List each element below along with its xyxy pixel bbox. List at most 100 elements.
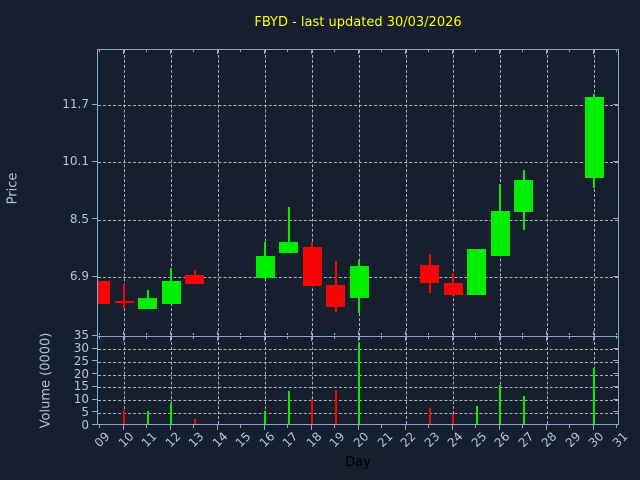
x-gridline — [265, 50, 267, 336]
x-gridline — [312, 337, 314, 424]
candle-body-day-18 — [302, 246, 322, 287]
volume-bar-day-13 — [193, 419, 196, 424]
x-gridline — [171, 337, 173, 424]
candle-body-day-30 — [584, 96, 604, 179]
x-tick — [310, 424, 312, 430]
x-tick — [216, 424, 218, 430]
x-axis-label: Day — [345, 455, 371, 470]
volume-bar-day-19 — [334, 389, 337, 424]
x-tick — [545, 424, 547, 430]
volume-axis-label: Volume (0000) — [38, 332, 54, 429]
volume-tick-label: 10 — [73, 392, 89, 407]
x-tick-label: 17 — [280, 429, 301, 450]
x-tick — [357, 424, 359, 430]
volume-tick-label: 35 — [73, 328, 89, 343]
x-gridline — [218, 50, 220, 336]
candle-body-day-20 — [349, 265, 369, 299]
volume-tick-label: 25 — [73, 353, 89, 368]
volume-bar-day-30 — [593, 368, 596, 424]
volume-bar-day-20 — [358, 342, 361, 424]
volume-gridline — [98, 387, 618, 389]
price-tick-label: 8.5 — [69, 211, 89, 226]
candle-body-day-27 — [514, 179, 534, 213]
candle-body-day-24 — [443, 283, 463, 296]
x-gridline — [500, 337, 502, 424]
x-tick — [498, 424, 500, 430]
volume-bar-day-27 — [522, 396, 525, 424]
volume-tick-label: 15 — [73, 379, 89, 394]
x-gridline — [594, 50, 596, 336]
x-tick-label: 27 — [515, 429, 537, 450]
volume-bar-day-25 — [475, 406, 478, 424]
x-gridline — [265, 337, 267, 424]
x-tick-label: 22 — [397, 429, 419, 450]
x-gridline — [171, 50, 173, 336]
volume-gridline — [98, 400, 618, 402]
volume-gridline — [98, 374, 618, 376]
candle-body-day-25 — [467, 248, 487, 296]
x-gridline — [406, 337, 408, 424]
candle-wick-day-17 — [287, 206, 290, 254]
price-gridline — [98, 105, 618, 107]
candle-body-day-17 — [279, 241, 299, 254]
candle-body-day-23 — [420, 265, 440, 284]
x-tick-label: 13 — [186, 429, 207, 450]
x-tick-label: 26 — [491, 429, 513, 450]
x-tick-label: 14 — [209, 429, 231, 450]
price-tick-label: 6.9 — [69, 269, 89, 283]
price-gridline — [98, 219, 618, 221]
price-tick-label: 11.7 — [62, 97, 89, 112]
candle-body-day-26 — [490, 211, 510, 257]
x-tick — [451, 424, 453, 430]
volume-tick-label: 0 — [81, 417, 89, 432]
volume-bar-day-12 — [170, 402, 173, 424]
volume-bar-day-26 — [499, 384, 502, 424]
x-tick-label: 19 — [327, 429, 348, 450]
candle-body-day-11 — [138, 298, 158, 310]
volume-plot — [97, 336, 619, 425]
x-gridline — [547, 337, 549, 424]
x-tick-label: 20 — [350, 429, 372, 450]
candle-body-day-19 — [326, 285, 346, 307]
x-tick-label: 21 — [374, 429, 395, 450]
x-gridline — [453, 337, 455, 424]
x-tick-label: 10 — [115, 429, 137, 450]
x-tick — [263, 424, 265, 430]
x-tick — [169, 424, 171, 430]
candle-body-day-10 — [114, 301, 134, 303]
volume-bar-day-24 — [452, 414, 455, 424]
x-tick-label: 29 — [562, 429, 584, 450]
x-tick — [404, 424, 406, 430]
x-gridline — [547, 50, 549, 336]
volume-gridline — [98, 349, 618, 351]
volume-tick-label: 30 — [73, 341, 89, 356]
x-tick-label: 25 — [468, 429, 490, 450]
volume-bar-day-16 — [264, 411, 267, 424]
volume-bar-day-10 — [123, 410, 126, 424]
x-tick-label: 12 — [162, 429, 184, 450]
x-gridline — [218, 337, 220, 424]
x-gridline — [124, 50, 126, 336]
volume-bar-day-18 — [311, 398, 314, 424]
x-gridline — [359, 50, 361, 336]
candle-body-day-9 — [98, 280, 110, 304]
x-gridline — [312, 50, 314, 336]
x-tick-label: 31 — [609, 429, 631, 450]
chart-title: FBYD - last updated 30/03/2026 — [254, 15, 462, 30]
candle-body-day-13 — [185, 275, 205, 284]
volume-bar-day-23 — [428, 407, 431, 424]
x-tick-label: 11 — [139, 429, 160, 450]
x-tick-label: 23 — [421, 429, 443, 450]
volume-bar-day-11 — [146, 411, 149, 424]
x-tick-label: 16 — [256, 429, 278, 450]
x-gridline — [406, 50, 408, 336]
volume-bar-day-17 — [287, 391, 290, 424]
x-gridline — [453, 50, 455, 336]
x-tick-label: 15 — [233, 429, 254, 450]
volume-tick-label: 20 — [73, 366, 89, 381]
price-plot — [97, 49, 619, 337]
volume-gridline — [98, 412, 618, 414]
candle-body-day-16 — [255, 256, 275, 279]
price-axis-label: Price — [5, 172, 21, 205]
